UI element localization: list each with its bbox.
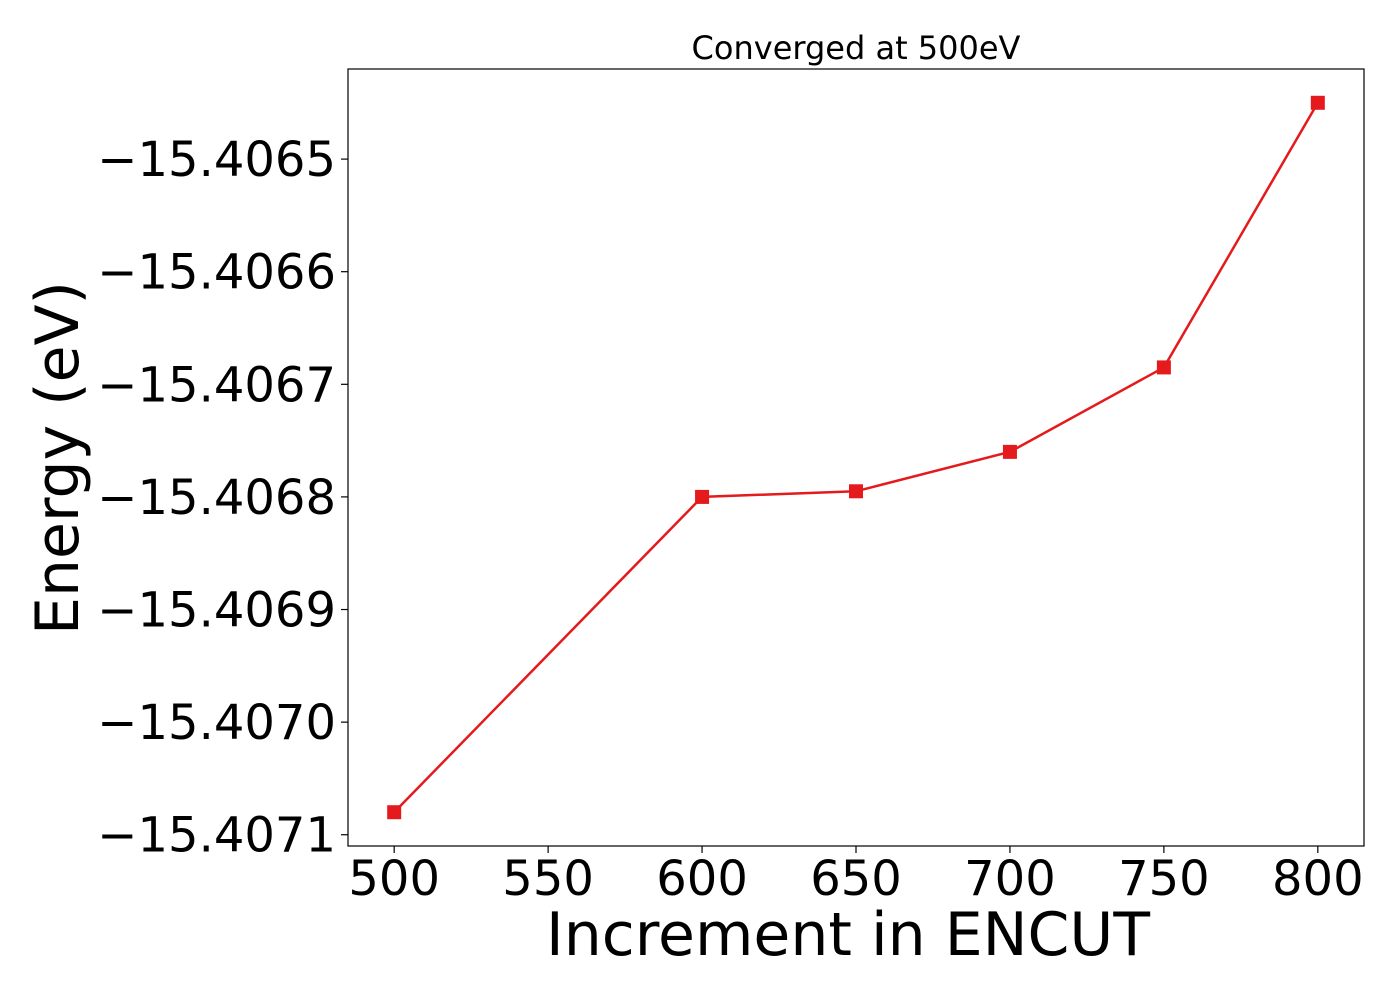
x-tick-label: 650 <box>810 851 902 907</box>
plot-area <box>387 95 1325 820</box>
data-point <box>1002 444 1017 459</box>
plot-frame <box>347 68 1365 847</box>
data-point <box>1156 360 1171 375</box>
x-tick-label: 700 <box>964 851 1056 907</box>
y-tick-label: −15.4071 <box>97 808 336 864</box>
y-tick-label: −15.4070 <box>97 695 336 751</box>
y-axis: −15.4071 −15.4070 −15.4069 −15.4068 −15.4067… <box>97 132 348 864</box>
y-tick-label: −15.4066 <box>97 245 336 301</box>
y-tick-label: −15.4067 <box>97 357 336 413</box>
data-point <box>849 484 863 499</box>
x-tick-label: 550 <box>502 851 594 907</box>
y-tick-label: −15.4065 <box>97 132 336 188</box>
series-line <box>393 102 1319 814</box>
y-tick-label: −15.4069 <box>97 583 336 639</box>
x-axis-label: Increment in ENCUT <box>546 900 1150 970</box>
x-tick-label: 500 <box>348 851 440 907</box>
x-tick-label: 600 <box>656 851 748 907</box>
y-axis-label: Energy (eV) <box>23 281 93 635</box>
y-tick-label: −15.4068 <box>97 470 336 526</box>
x-axis: 500 550 600 650 700 750 800 <box>348 846 1364 907</box>
x-tick-label: 800 <box>1272 851 1364 907</box>
x-tick-label: 750 <box>1118 851 1210 907</box>
data-point <box>387 805 402 820</box>
data-point <box>695 489 710 504</box>
chart-title: Converged at 500eV <box>692 29 1021 67</box>
data-point <box>1310 95 1325 110</box>
